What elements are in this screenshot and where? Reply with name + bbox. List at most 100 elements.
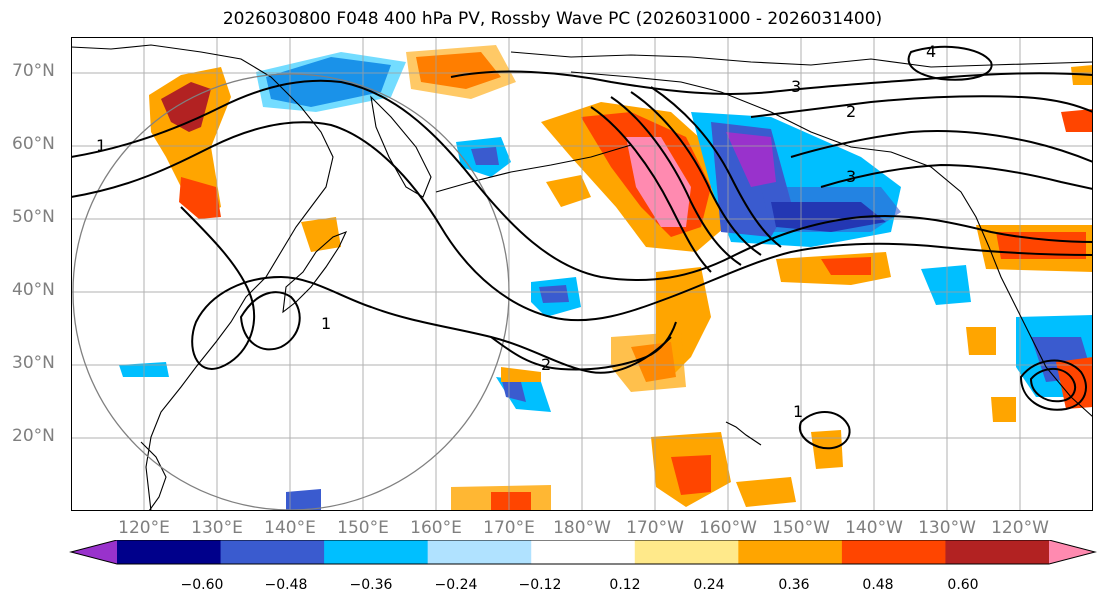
coastlines: [71, 44, 1093, 511]
contour-label-2b: 2: [846, 102, 856, 121]
coast-asia: [71, 44, 334, 511]
contour-north-4: [820, 163, 1093, 190]
shade-blob-east-orange-2: [966, 327, 996, 355]
colorbar-tick-8: 0.48: [862, 577, 894, 593]
coast-aleutians: [435, 144, 632, 193]
colorbar-segment-1: [220, 540, 325, 564]
pv-shading: [119, 45, 1093, 511]
map-title: 2026030800 F048 400 hPa PV, Rossby Wave …: [222, 9, 883, 29]
lon-label-120w: 120°W: [991, 518, 1049, 538]
lon-label-140e: 140°E: [264, 518, 316, 538]
coast-japan: [282, 230, 348, 314]
lat-label-30n: 30°N: [12, 353, 55, 373]
shade-blob-midpac-orange-3: [611, 332, 686, 392]
grid-lines: [71, 37, 1093, 511]
lon-label-170w: 170°W: [626, 518, 684, 538]
colorbar-tick-1: −0.48: [264, 577, 308, 593]
lon-label-140w: 140°W: [845, 518, 903, 538]
colorbar-segment-8: [945, 540, 1050, 564]
contour-north-1: [450, 70, 1093, 95]
colorbar-segment-7: [841, 540, 946, 564]
shade-blob-midpac-orange-1: [546, 175, 591, 207]
lat-label-70n: 70°N: [12, 61, 55, 81]
contour-wave-4: [650, 86, 782, 248]
colorbar-extend-min: [71, 540, 117, 564]
colorbar-segments: [71, 540, 1095, 564]
shade-blob-nw-blue-2: [501, 377, 526, 402]
lon-label-150e: 150°E: [337, 518, 389, 538]
contour-ne-loop: [907, 45, 993, 81]
lon-label-160e: 160°E: [410, 518, 462, 538]
coast-alaska: [570, 71, 1093, 418]
coast-arctic: [510, 51, 1093, 68]
coast-kamchatka: [370, 95, 432, 198]
lon-label-130w: 130°W: [918, 518, 976, 538]
contour-east-storm: [1019, 359, 1087, 411]
contour-label-1c: 1: [793, 402, 803, 421]
lat-label-60n: 60°N: [12, 134, 55, 154]
contour-jet-2: [71, 121, 1093, 322]
colorbar-extend-max: [1049, 540, 1095, 564]
colorbar-segment-2: [324, 540, 429, 564]
contour-east-storm-2: [1029, 368, 1077, 403]
coast-philippines: [140, 441, 167, 511]
lon-label-160w: 160°W: [699, 518, 757, 538]
contour-label-4a: 4: [926, 42, 936, 61]
contour-north-3: [790, 130, 1093, 163]
coast-hawaii: [725, 421, 762, 446]
colorbar-tick-7: 0.36: [778, 577, 810, 593]
shade-blob-nw-orange: [501, 367, 541, 382]
lon-label-150w: 150°W: [772, 518, 830, 538]
shade-blob-kuroshio-orange: [301, 217, 341, 252]
contour-trough: [490, 321, 677, 371]
shade-blob-trop-orange-2: [736, 477, 796, 507]
contour-label-1a: 1: [96, 136, 106, 155]
shade-blob-trop-blue: [286, 489, 321, 511]
colorbar-tick-4: −0.12: [518, 577, 562, 593]
contour-label-3b: 3: [846, 167, 856, 186]
contour-hawaii-loop: [799, 410, 851, 450]
colorbar-tick-9: 0.60: [947, 577, 979, 593]
contour-wave-1: [590, 106, 712, 273]
contour-label-1b: 1: [321, 314, 331, 333]
shade-blob-trop-red-1: [671, 455, 711, 495]
shade-blob-midpac-blue-2: [471, 147, 499, 165]
contour-jet-1: [71, 79, 1093, 282]
colorbar-segment-3: [427, 540, 532, 564]
shade-blob-east-orange-3: [991, 397, 1016, 422]
contour-jet-3: [180, 206, 672, 374]
lat-label-50n: 50°N: [12, 207, 55, 227]
contour-north-2: [750, 95, 1093, 118]
lon-label-130e: 130°E: [191, 518, 243, 538]
shade-blob-trop-red-2: [491, 492, 531, 511]
contour-label-2a: 2: [541, 355, 551, 374]
contour-label-3a: 3: [791, 77, 801, 96]
colorbar-tick-3: −0.24: [434, 577, 478, 593]
contour-loop-japan: [239, 291, 301, 351]
colorbar: [69, 540, 1097, 565]
lat-label-40n: 40°N: [12, 280, 55, 300]
lon-label-180w: 180°W: [553, 518, 611, 538]
contour-label-group: 1 1 2 2 3 3 4 1: [96, 42, 936, 421]
shade-blob-far-ne-red: [1061, 109, 1093, 132]
colorbar-segment-0: [117, 540, 222, 564]
shade-blob-trop-orange-4: [811, 430, 843, 469]
contour-wave-2: [610, 96, 742, 266]
shade-blob-arctic-orange: [406, 45, 516, 99]
colorbar-tick-5: 0.12: [609, 577, 641, 593]
shade-blob-midpac-blue-5: [921, 265, 971, 305]
pv-contours: [71, 45, 1093, 450]
shade-blob-midpac-red-2: [821, 257, 871, 275]
shade-blob-asia-mid: [179, 177, 221, 219]
lat-label-20n: 20°N: [12, 426, 55, 446]
colorbar-segment-5: [634, 540, 739, 564]
contour-wave-3: [630, 91, 762, 256]
colorbar-segment-4: [531, 540, 636, 564]
shade-blob-gulf-blue-ext: [761, 187, 901, 232]
colorbar-tick-0: −0.60: [180, 577, 224, 593]
colorbar-outline: [69, 540, 1097, 565]
lon-label-170e: 170°E: [483, 518, 535, 538]
colorbar-tick-2: −0.36: [349, 577, 393, 593]
map-panel: 1 1 2 2 3 3 4 1: [71, 37, 1093, 511]
colorbar-segment-6: [738, 540, 843, 564]
